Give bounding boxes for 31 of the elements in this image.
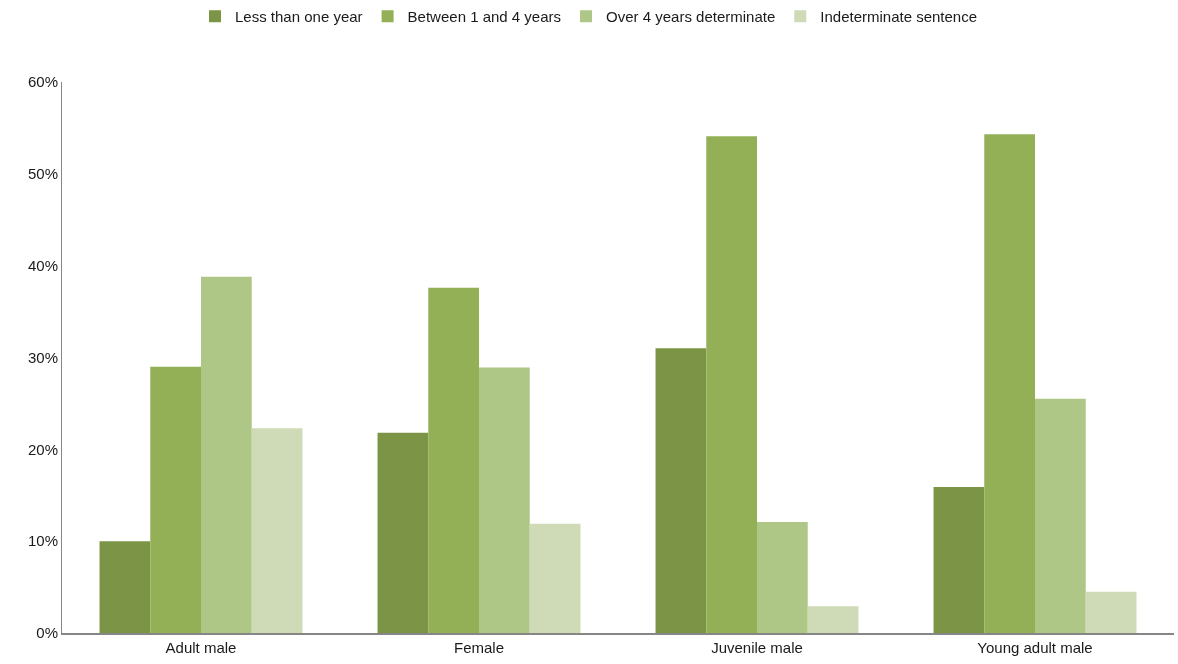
legend-label: Between 1 and 4 years — [407, 8, 562, 26]
x-tick-label: Juvenile male — [711, 639, 803, 656]
bar — [377, 432, 429, 633]
bar — [201, 276, 252, 633]
y-tick-label: 10% — [27, 532, 58, 550]
x-tick-label: Female — [453, 639, 505, 656]
bar — [655, 348, 707, 633]
bar — [99, 541, 151, 633]
bar — [251, 428, 303, 633]
y-tick-label: 0% — [36, 624, 58, 642]
bar — [529, 523, 581, 633]
bar — [428, 287, 479, 633]
y-tick-label: 60% — [27, 73, 58, 91]
y-tick-label: 40% — [27, 256, 58, 274]
bar — [807, 606, 859, 633]
bar — [479, 367, 530, 633]
bar — [757, 521, 808, 633]
bar — [1035, 398, 1086, 633]
bar — [933, 486, 985, 633]
x-tick-label: Adult male — [165, 639, 237, 656]
legend-label: Over 4 years determinate — [606, 8, 776, 26]
y-tick-label: 30% — [27, 348, 58, 366]
bar — [1085, 591, 1137, 633]
y-tick-label: 50% — [27, 165, 58, 183]
y-tick-label: 20% — [27, 440, 58, 458]
bar — [150, 366, 201, 633]
legend-label: Less than one year — [235, 8, 363, 26]
bar — [984, 134, 1035, 633]
bar — [706, 136, 757, 633]
x-tick-label: Young adult male — [977, 639, 1093, 656]
legend-label: Indeterminate sentence — [820, 8, 978, 26]
